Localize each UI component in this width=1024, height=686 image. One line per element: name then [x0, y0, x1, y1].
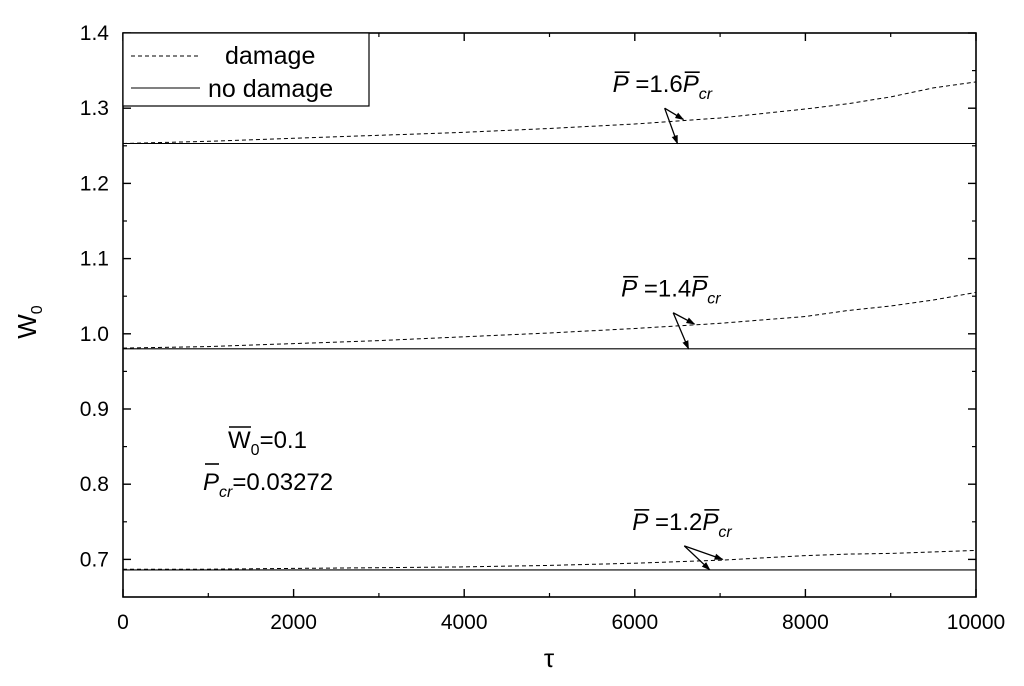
- annotation-arrow: [672, 312, 690, 350]
- y-axis-title-sub: 0: [29, 305, 46, 314]
- y-tick-label: 1.3: [80, 97, 109, 120]
- annotations: P =1.6Pcr P =1.4Pcr P =1.2Pcr: [613, 71, 732, 571]
- x-tick-label: 0: [117, 611, 129, 634]
- y-axis-title: W0: [12, 305, 46, 339]
- legend-box: [122, 32, 370, 107]
- legend-label-damage: damage: [225, 42, 315, 70]
- x-tick-label: 4000: [441, 611, 488, 634]
- damage-series-line-1.6: [122, 81, 977, 144]
- annotation-arrow: [664, 107, 685, 121]
- damage-series-line-1.2: [123, 549, 977, 570]
- x-axis-title: τ: [544, 643, 555, 673]
- y-tick-label: 1.0: [80, 323, 109, 346]
- y-tick-label: 1.1: [80, 248, 109, 271]
- series-lines: [122, 81, 977, 571]
- annotation-label-p14: P =1.4Pcr: [621, 276, 721, 308]
- y-tick-label: 0.8: [80, 473, 109, 496]
- legend-label-no-damage: no damage: [208, 75, 333, 103]
- annotation-arrow: [664, 107, 679, 145]
- y-axis-ticks: 0.7 0.8 0.9 1.0 1.1 1.2 1.3 1.4: [80, 22, 976, 571]
- y-tick-label: 1.2: [80, 172, 109, 195]
- annotation-arrow: [672, 312, 696, 325]
- y-tick-label: 0.9: [80, 398, 109, 421]
- x-tick-label: 10000: [947, 611, 1005, 634]
- x-tick-label: 8000: [782, 611, 829, 634]
- annotation-arrow: [683, 545, 711, 571]
- damage-series-line-1.4: [122, 291, 977, 349]
- x-tick-label: 2000: [270, 611, 317, 634]
- parameter-annotation: W0=0.1 Pcr=0.03272: [203, 426, 333, 501]
- y-axis-title-main: W: [12, 314, 42, 339]
- annotation-label-p12: P =1.2Pcr: [632, 509, 732, 541]
- legend: damage no damage: [122, 32, 370, 107]
- annotation-arrow: [684, 545, 724, 561]
- plot-frame: [122, 32, 977, 598]
- x-tick-label: 6000: [611, 611, 658, 634]
- pcr-param: Pcr=0.03272: [203, 469, 333, 501]
- x-axis-ticks: 0 2000 4000 6000 8000 10000: [117, 33, 1005, 634]
- y-tick-label: 0.7: [80, 548, 109, 571]
- y-tick-label: 1.4: [80, 22, 110, 45]
- annotation-label-p16: P =1.6Pcr: [613, 71, 713, 103]
- w0-param: W0=0.1: [228, 427, 307, 459]
